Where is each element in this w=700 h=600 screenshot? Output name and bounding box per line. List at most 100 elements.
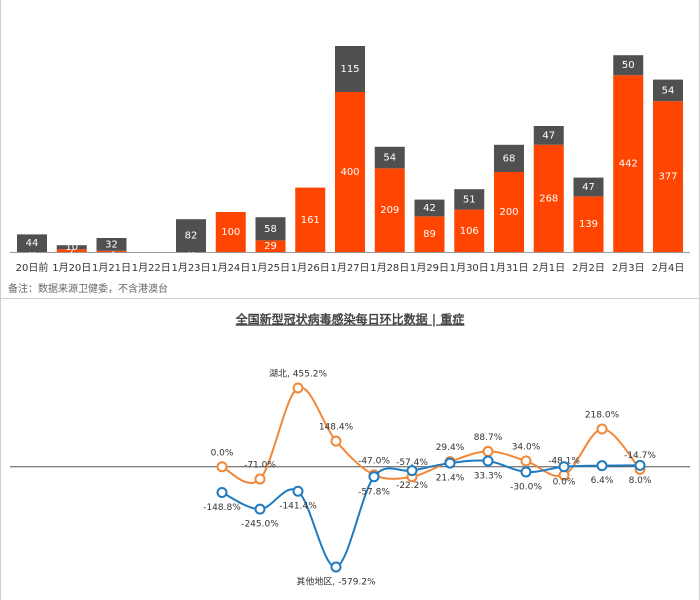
data-label: 21.4% — [436, 474, 465, 484]
bar-segment — [335, 46, 365, 92]
data-label: -57.8% — [358, 487, 390, 497]
x-tick-label: 1月20日 — [52, 262, 91, 274]
line — [221, 386, 641, 484]
line — [221, 459, 641, 568]
data-label: 218.0% — [585, 411, 620, 421]
data-label: -141.4% — [279, 502, 317, 512]
bar-label: 0 — [188, 247, 194, 258]
bar-label: 7 — [69, 246, 75, 257]
point — [330, 435, 342, 447]
x-tick-label: 2月3日 — [612, 262, 645, 274]
bar-label: 42 — [423, 203, 436, 214]
bar-label: 115 — [340, 64, 359, 75]
bar-segment — [613, 55, 644, 76]
bar-label: 89 — [423, 229, 436, 240]
bar-label: 268 — [539, 193, 558, 204]
bar-label: 50 — [622, 60, 635, 71]
bar-label: 44 — [26, 238, 39, 249]
bar-label: 400 — [340, 167, 359, 178]
data-label: -14.7% — [624, 451, 656, 461]
x-tick-label: 1月26日 — [291, 262, 330, 274]
bar-segment — [255, 217, 286, 241]
bar-segment — [533, 126, 564, 145]
bar-label: 100 — [221, 227, 240, 238]
bar-segment — [335, 92, 365, 252]
point — [254, 503, 266, 515]
data-label: -57.4% — [396, 458, 428, 468]
bar-label: 82 — [185, 231, 198, 242]
point — [596, 460, 608, 472]
bar-segment — [255, 240, 286, 252]
bar-segment — [56, 245, 87, 250]
bar-segment — [454, 209, 485, 252]
data-label: -30.0% — [510, 482, 542, 492]
bar-segment — [494, 172, 524, 252]
point — [330, 561, 342, 573]
data-label: 34.0% — [512, 442, 541, 452]
bar-label: 106 — [460, 226, 479, 237]
point — [482, 445, 494, 457]
bar-label: 209 — [380, 205, 399, 216]
bar-label: 442 — [619, 159, 638, 170]
x-tick-label: 2月4日 — [652, 262, 685, 274]
note: 备注：数据来源卫健委，不含港澳台 — [8, 282, 168, 295]
data-label: -47.0% — [358, 456, 390, 466]
bar-label: 10 — [65, 242, 78, 253]
bar-label: 200 — [499, 207, 518, 218]
point — [216, 461, 228, 473]
bar-segment — [96, 250, 127, 252]
point — [292, 485, 304, 497]
bar-segment — [176, 219, 206, 252]
point — [292, 382, 304, 394]
point — [444, 457, 456, 469]
x-tick-label: 20日前 — [16, 261, 49, 274]
data-label: 88.7% — [474, 433, 503, 443]
bar-label: 139 — [579, 219, 598, 230]
x-tick-label: 1月23日 — [171, 262, 210, 274]
data-label: 148.4% — [319, 423, 354, 433]
bar-segment — [653, 101, 683, 252]
x-tick-label: 1月24日 — [211, 262, 250, 274]
bar-label: 377 — [658, 172, 677, 183]
bar-segment — [374, 146, 405, 169]
data-label: -245.0% — [241, 520, 279, 530]
data-label: 0.0% — [211, 448, 234, 458]
bar-segment — [374, 168, 405, 252]
bar-segment — [454, 189, 485, 210]
data-label: 湖北, 455.2% — [269, 369, 327, 380]
bar-segment — [414, 199, 445, 217]
data-label: 0.0% — [553, 477, 576, 487]
bar-label: 51 — [463, 194, 476, 205]
x-tick-label: 1月27日 — [330, 262, 369, 274]
data-label: -71.0% — [244, 461, 276, 471]
point — [558, 461, 570, 473]
bar-segment — [533, 144, 564, 252]
x-tick-label: 1月21日 — [92, 262, 131, 274]
x-tick-label: 1月22日 — [132, 262, 171, 274]
bar-label: 58 — [264, 224, 277, 235]
point — [520, 466, 532, 478]
bar-label: 47 — [542, 130, 555, 141]
bar-segment — [215, 212, 246, 252]
point — [368, 471, 380, 483]
point — [406, 465, 418, 477]
bar-segment — [96, 238, 127, 251]
bar-segment — [295, 187, 326, 252]
chart-title: 全国新型冠状病毒感染每日环比数据 | 重症 — [235, 312, 465, 327]
bar-segment — [17, 234, 47, 252]
bar-segment — [653, 79, 683, 102]
data-label: -148.8% — [203, 503, 241, 513]
x-tick-label: 1月30日 — [450, 262, 489, 274]
bar-label: 54 — [662, 85, 675, 96]
bar-label: 29 — [264, 241, 277, 252]
bar-label: 32 — [105, 239, 118, 250]
x-tick-label: 1月25日 — [251, 262, 290, 274]
point — [254, 473, 266, 485]
x-tick-label: 1月31日 — [489, 262, 528, 274]
bar-label: 0 — [29, 247, 35, 258]
bar-label: 3 — [108, 246, 114, 257]
bar-segment — [414, 216, 445, 252]
bar-segment — [573, 177, 604, 197]
bar-segment — [613, 75, 644, 252]
